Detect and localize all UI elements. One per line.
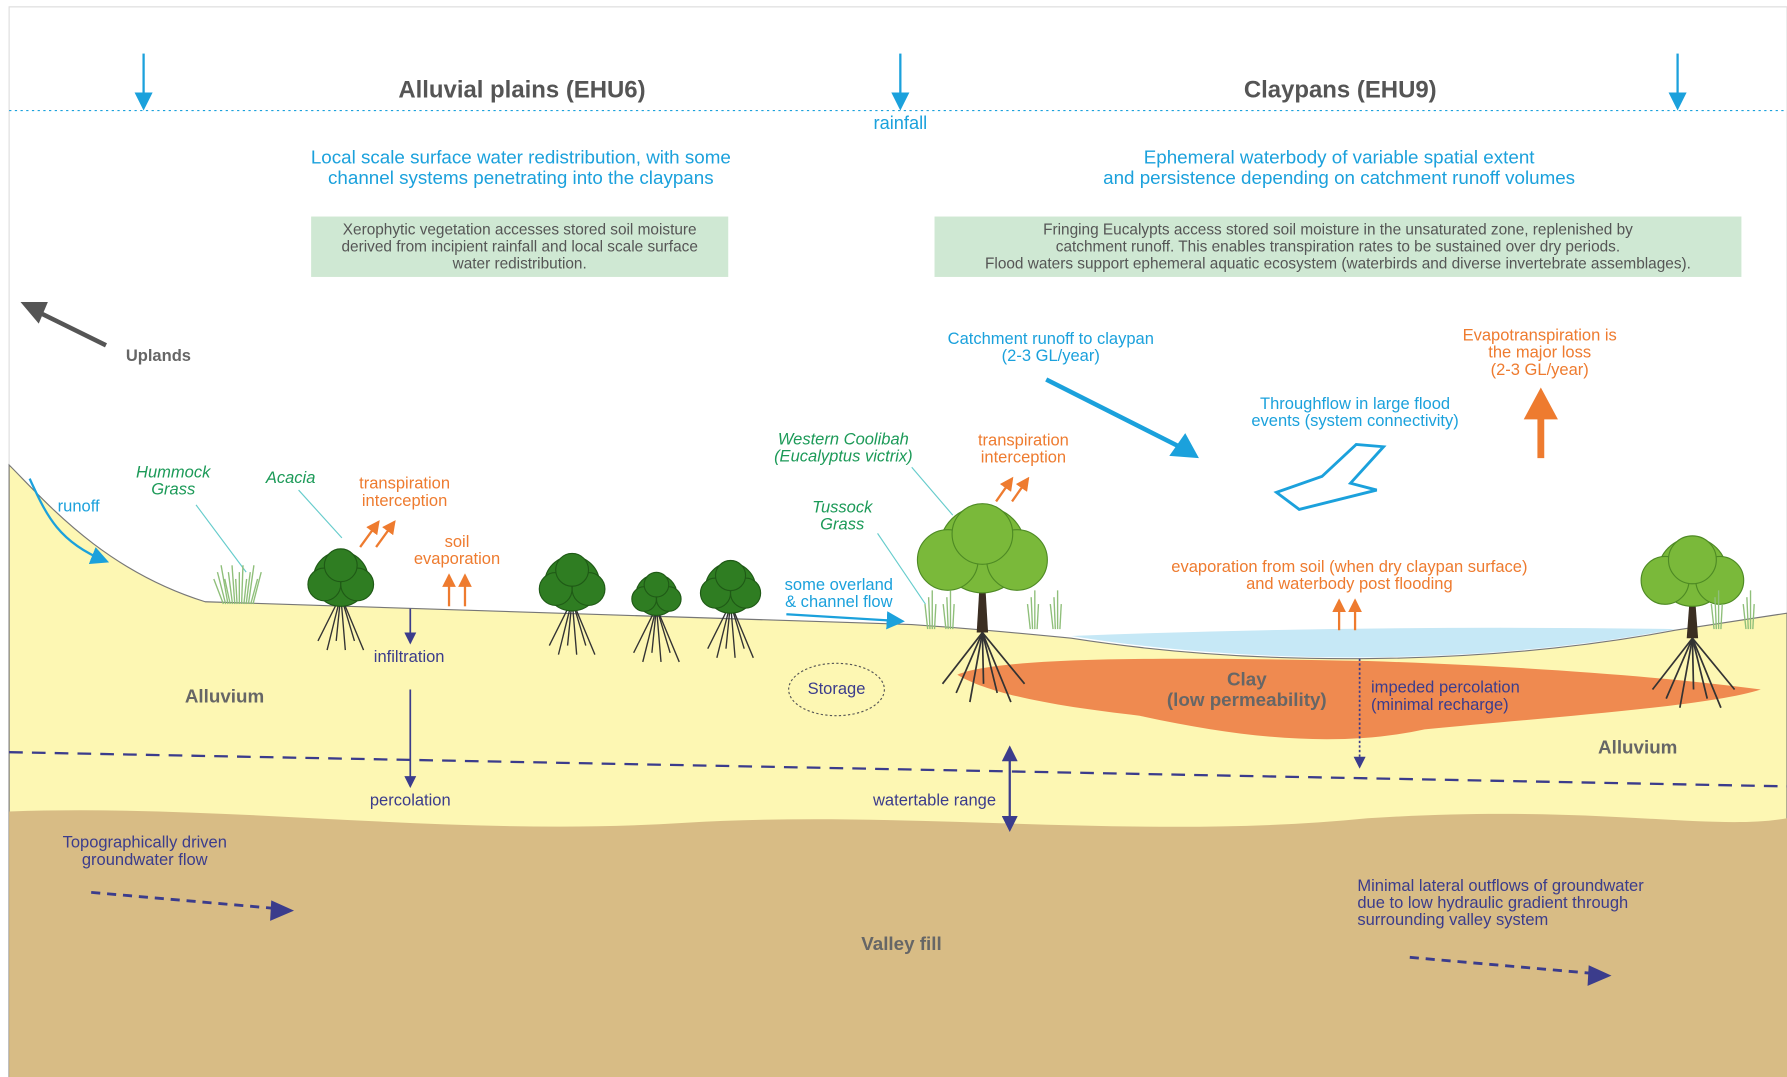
right-title: Claypans (EHU9): [1244, 77, 1437, 104]
canopy: [952, 504, 1013, 565]
runoff-label: runoff: [58, 497, 100, 516]
tussock-label: Grass: [820, 515, 864, 534]
left-box-text: derived from incipient rainfall and loca…: [342, 238, 698, 255]
alluvium-left-label: Alluvium: [185, 685, 264, 706]
left-summary: Local scale surface water redistribution…: [311, 146, 731, 167]
transpiration-right-label: interception: [981, 448, 1066, 467]
right-summary: and persistence depending on catchment r…: [1103, 167, 1575, 188]
bush: [644, 572, 669, 597]
transpiration-left-label: interception: [362, 491, 447, 510]
infiltration-label: infiltration: [374, 647, 445, 666]
left-summary: channel systems penetrating into the cla…: [328, 167, 714, 188]
bush: [324, 549, 357, 582]
evapotranspiration-label: (2-3 GL/year): [1491, 360, 1589, 379]
bush: [556, 553, 589, 586]
acacia-label: Acacia: [265, 468, 316, 487]
hummock-label: Grass: [151, 479, 195, 498]
valley-fill-label: Valley fill: [861, 933, 941, 954]
overland-label: & channel flow: [785, 592, 892, 611]
right-summary: Ephemeral waterbody of variable spatial …: [1144, 146, 1536, 167]
page: Claypan diagram html, body { margin: 0; …: [0, 0, 1787, 1077]
diagram: Alluvial plains (EHU6) Claypans (EHU9) r…: [0, 0, 1787, 1077]
clay-label: (low permeability): [1167, 689, 1327, 710]
coolibah-label: (Eucalyptus victrix): [774, 446, 913, 465]
canopy: [1668, 536, 1716, 584]
left-title: Alluvial plains (EHU6): [398, 77, 645, 104]
right-box-text: Fringing Eucalypts access stored soil mo…: [1043, 221, 1633, 238]
rainfall-label: rainfall: [874, 112, 928, 133]
throughflow-label: events (system connectivity): [1251, 411, 1458, 430]
percolation-label: percolation: [370, 791, 451, 810]
alluvium-right-label: Alluvium: [1598, 737, 1677, 758]
lateral-label: surrounding valley system: [1357, 910, 1548, 929]
watertable-label: watertable range: [872, 791, 996, 810]
right-box-text: catchment runoff. This enables transpira…: [1056, 238, 1620, 255]
clay-label: Clay: [1227, 668, 1267, 689]
body: {"header": {"left_title": "Alluvial plai…: [0, 0, 1787, 1077]
left-box-text: water redistribution.: [452, 255, 587, 272]
right-box-text: Flood waters support ephemeral aquatic e…: [985, 255, 1691, 272]
root: [1692, 638, 1693, 689]
soil-evaporation-label: evaporation: [414, 549, 500, 568]
evaporation-soil-label: and waterbody post flooding: [1246, 574, 1453, 593]
left-box-text: Xerophytic vegetation accesses stored so…: [343, 221, 697, 238]
uplands-label: Uplands: [126, 346, 191, 365]
storage-label: Storage: [808, 679, 866, 698]
topographic-label: groundwater flow: [82, 850, 208, 869]
root: [982, 633, 983, 684]
impeded-label: (minimal recharge): [1371, 695, 1509, 714]
bush: [715, 560, 745, 590]
catchment-runoff-label: (2-3 GL/year): [1002, 346, 1100, 365]
